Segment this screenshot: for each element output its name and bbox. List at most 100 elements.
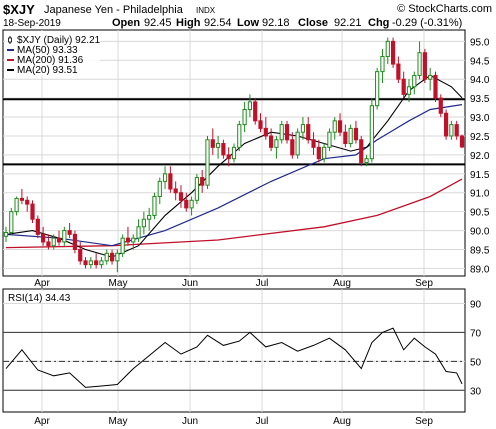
candle-body: [25, 199, 30, 205]
rsi-month-label: Jun: [182, 416, 198, 427]
candle-body: [162, 173, 168, 182]
legend-label: $XJY (Daily) 92.21: [17, 35, 101, 46]
candle-body: [136, 226, 141, 239]
candle-body: [189, 199, 194, 209]
high-value: 92.54: [204, 17, 232, 29]
candle-body: [205, 139, 210, 186]
price-month-label: Aug: [333, 278, 351, 289]
rsi-tick-label: 70: [470, 328, 482, 339]
candle-body: [343, 131, 348, 145]
candle-body: [364, 158, 369, 163]
candle-body: [173, 188, 178, 194]
candle-body: [306, 124, 311, 141]
candle-body: [9, 211, 14, 233]
candle-body: [221, 143, 226, 156]
candle-body: [242, 108, 247, 126]
candle-body: [94, 260, 99, 266]
ma20-group: [5, 74, 463, 258]
high-label: High: [176, 17, 201, 29]
rsi-panel: [2, 288, 466, 413]
candle-body: [263, 127, 268, 137]
candle-body: [316, 146, 321, 160]
ma50-line: [5, 104, 463, 247]
candle-body: [438, 97, 443, 114]
candle-body: [46, 241, 51, 247]
candle-body: [231, 146, 237, 160]
ma20-line: [5, 74, 463, 258]
price-month-label: May: [109, 278, 128, 289]
ma50-group: [5, 104, 463, 247]
price-tick-label: 95.0: [470, 37, 490, 48]
candle-body: [78, 249, 83, 262]
price-tick-label: 89.5: [470, 246, 490, 257]
low-label: Low: [237, 17, 259, 29]
candle-body: [226, 154, 231, 160]
candle-body: [428, 74, 433, 80]
rsi-tick-label: 90: [470, 299, 482, 310]
candle-body: [14, 197, 19, 213]
candle-body: [200, 177, 205, 186]
rsi-tick-label: 50: [470, 357, 482, 368]
rsi-month-label: Jul: [256, 416, 269, 427]
candle-body: [253, 101, 258, 122]
candle-body: [300, 124, 306, 133]
chg-value: -0.29 (-0.31%): [392, 17, 462, 29]
candle-body: [30, 203, 35, 220]
candle-body: [237, 124, 242, 148]
rsi-axis: 30 50 70 90: [470, 299, 482, 397]
rsi-month-label: Sep: [415, 416, 433, 427]
candles: [3, 37, 465, 273]
candle-body: [72, 233, 78, 251]
candle-body: [311, 139, 316, 148]
candle-body: [168, 173, 173, 190]
candle-body: [184, 199, 189, 209]
candle-body: [157, 180, 162, 198]
chart-exchange: INDX: [196, 6, 216, 15]
chart-date: 18-Sep-2019: [3, 18, 61, 29]
close-value: 92.21: [334, 17, 362, 29]
rsi-legend: RSI(14) 34.43: [8, 293, 71, 304]
chg-label: Chg: [368, 17, 389, 29]
price-tick-label: 89.0: [470, 264, 490, 275]
legend-label: MA(20) 93.51: [17, 65, 78, 76]
candle-body: [406, 86, 412, 95]
price-axis: 89.0 89.5 90.0 90.5 91.0 91.5 92.0 92.5 93.0 93.5…: [470, 37, 490, 275]
price-tick-label: 91.0: [470, 189, 490, 200]
candle-body: [348, 127, 353, 145]
candle-body: [56, 237, 62, 243]
price-tick-label: 93.5: [470, 94, 490, 105]
candle-body: [295, 131, 300, 156]
price-tick-label: 94.0: [470, 75, 490, 86]
candle-body: [115, 252, 120, 262]
open-label: Open: [112, 17, 140, 29]
candle-body: [443, 112, 449, 137]
candle-body: [258, 120, 263, 129]
candle-body: [433, 74, 438, 99]
candle-body: [210, 139, 215, 148]
price-tick-label: 92.0: [470, 151, 490, 162]
candle-body: [247, 101, 253, 110]
chart-symbol: $XJY: [3, 2, 35, 17]
candle-body: [51, 237, 56, 247]
candle-body: [322, 146, 327, 160]
rsi-month-label: May: [109, 416, 128, 427]
candle-body: [412, 74, 417, 88]
candle-body: [332, 120, 337, 133]
candlestick-icon-body: [8, 37, 12, 43]
candle-body: [109, 252, 115, 262]
rsi-x-axis: Apr May Jun Jul Aug Sep: [34, 416, 433, 427]
rsi-month-label: Apr: [34, 416, 50, 427]
price-month-label: Apr: [34, 278, 50, 289]
rsi-reference-lines: [3, 331, 465, 391]
candle-body: [125, 237, 131, 243]
candle-body: [279, 124, 284, 141]
candle-body: [3, 231, 9, 237]
candle-body: [353, 127, 359, 141]
candle-body: [269, 135, 274, 148]
watermark: © StockCharts.com: [397, 3, 492, 15]
candle-body: [327, 131, 332, 148]
candle-body: [454, 124, 459, 137]
candle-body: [178, 192, 184, 201]
price-tick-label: 91.5: [470, 170, 490, 181]
